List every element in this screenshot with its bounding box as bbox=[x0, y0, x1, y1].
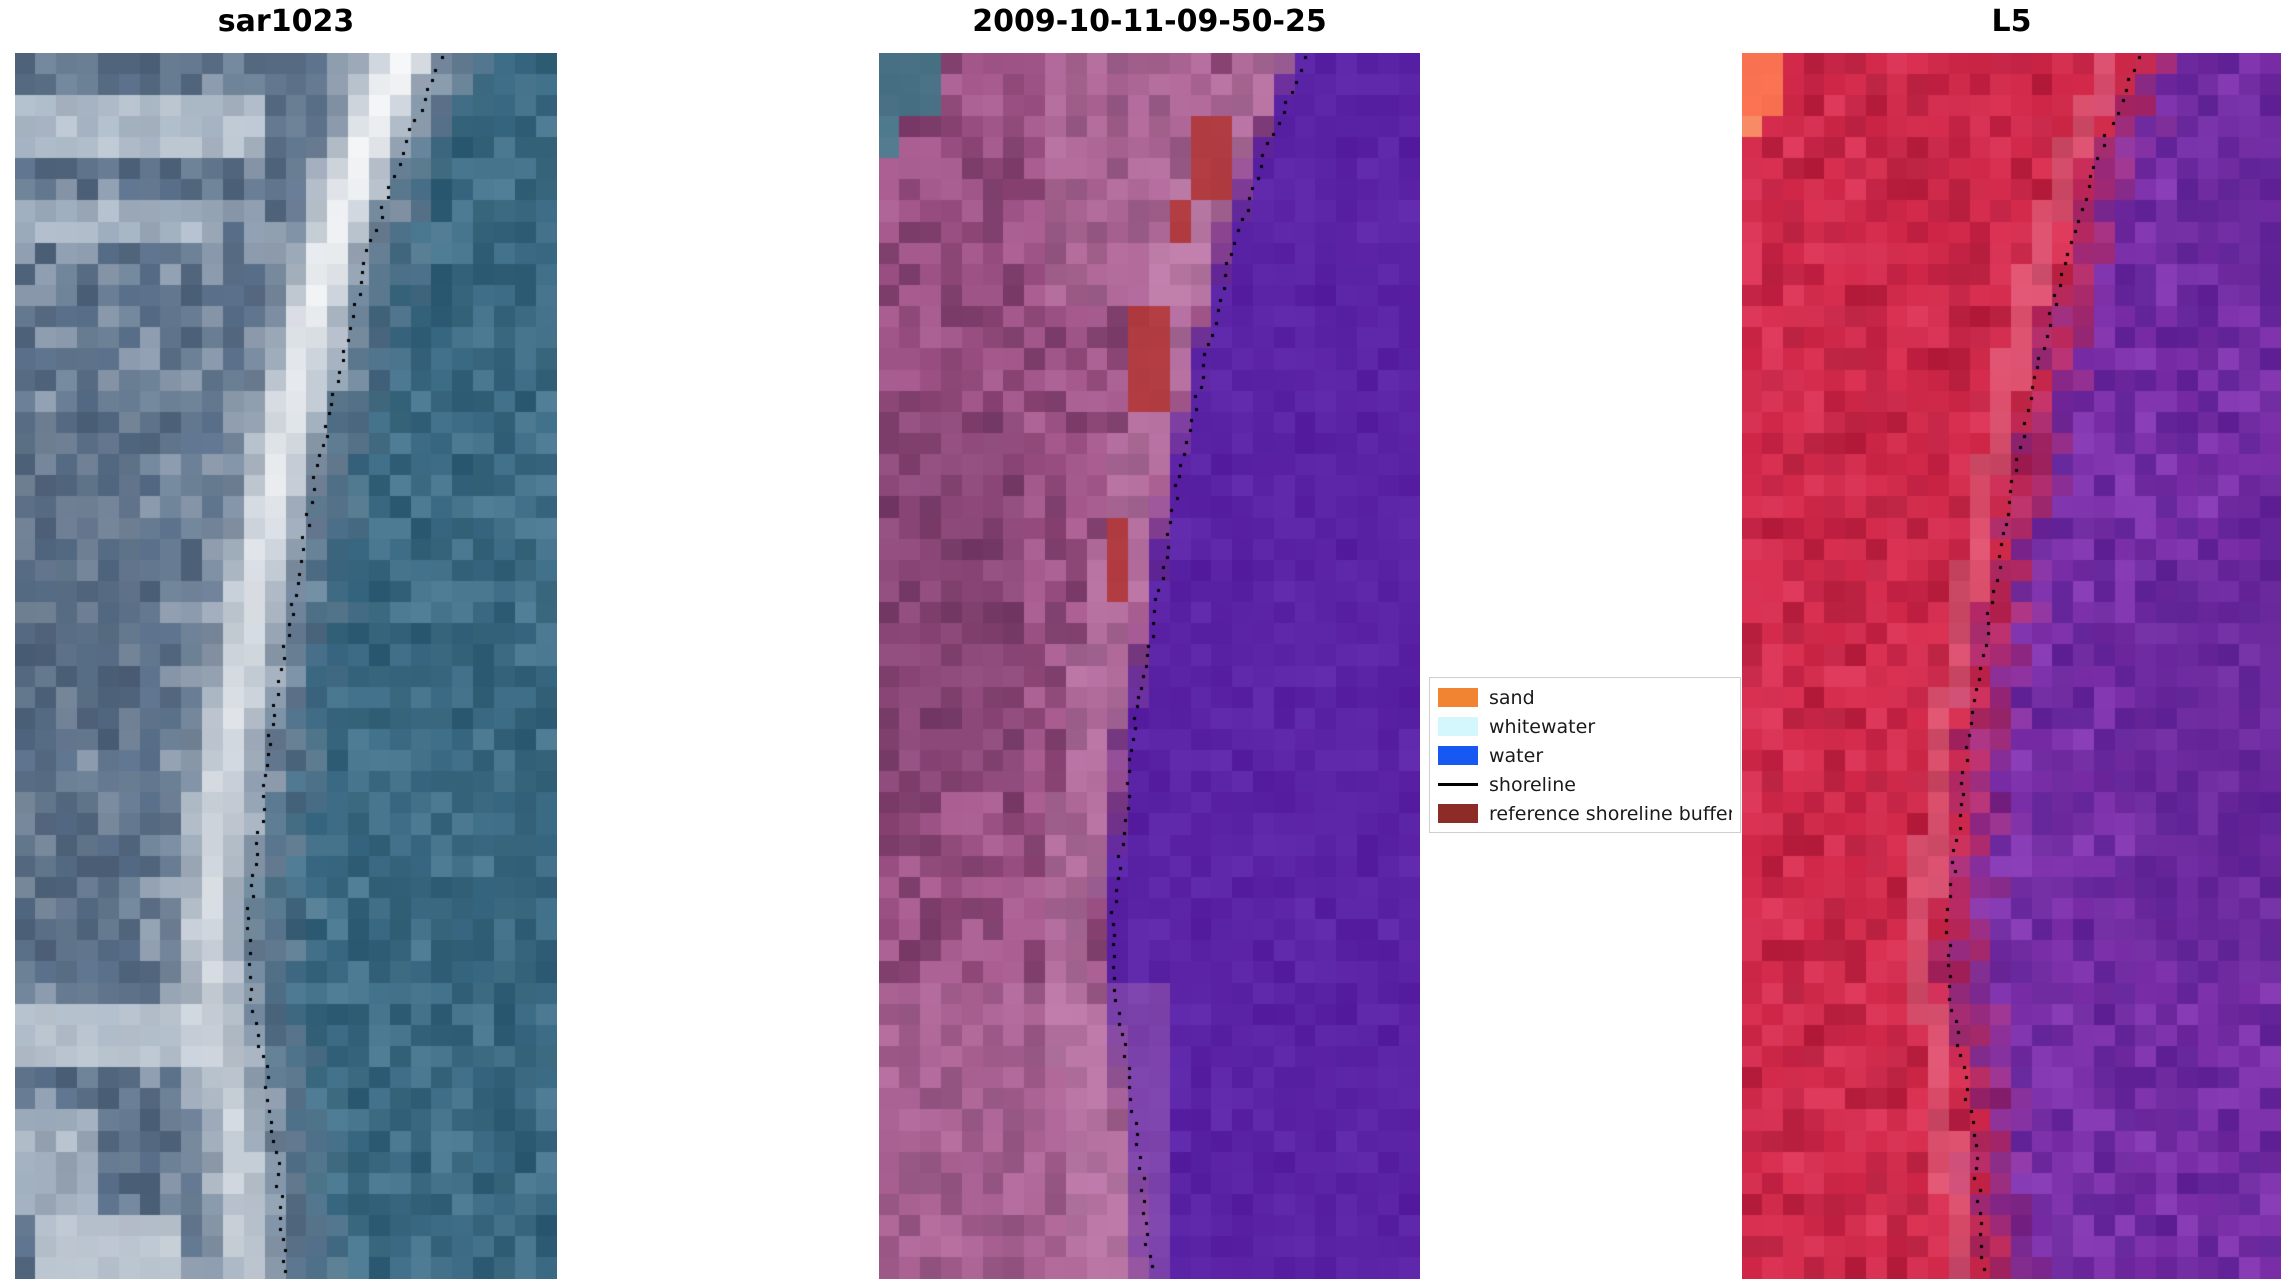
shoreline-line-swatch bbox=[1438, 783, 1478, 786]
legend-item-water: water bbox=[1438, 741, 1732, 770]
legend-label-water: water bbox=[1489, 744, 1544, 767]
reference-shoreline-buffer-swatch bbox=[1438, 804, 1478, 823]
legend-label-shoreline: shoreline bbox=[1489, 773, 1576, 796]
legend-item-shoreline: shoreline bbox=[1438, 770, 1732, 799]
water-swatch bbox=[1438, 746, 1478, 765]
l5-image-panel bbox=[1742, 53, 2281, 1279]
panel-title-sar: sar1023 bbox=[217, 4, 355, 39]
legend-item-whitewater: whitewater bbox=[1438, 712, 1732, 741]
legend-label-reference-shoreline-buffer: reference shoreline buffer bbox=[1489, 802, 1732, 825]
legend-label-sand: sand bbox=[1489, 686, 1535, 709]
sand-swatch bbox=[1438, 688, 1478, 707]
legend: sand whitewater water shoreline referenc… bbox=[1429, 677, 1741, 833]
classified-image-panel bbox=[879, 53, 1420, 1279]
sar-image-panel bbox=[15, 53, 557, 1279]
whitewater-swatch bbox=[1438, 717, 1478, 736]
legend-label-whitewater: whitewater bbox=[1489, 715, 1596, 738]
panel-title-classified-date: 2009-10-11-09-50-25 bbox=[972, 4, 1327, 39]
legend-item-reference-shoreline-buffer: reference shoreline buffer bbox=[1438, 799, 1732, 828]
panel-title-l5: L5 bbox=[1991, 4, 2032, 39]
legend-item-sand: sand bbox=[1438, 683, 1732, 712]
